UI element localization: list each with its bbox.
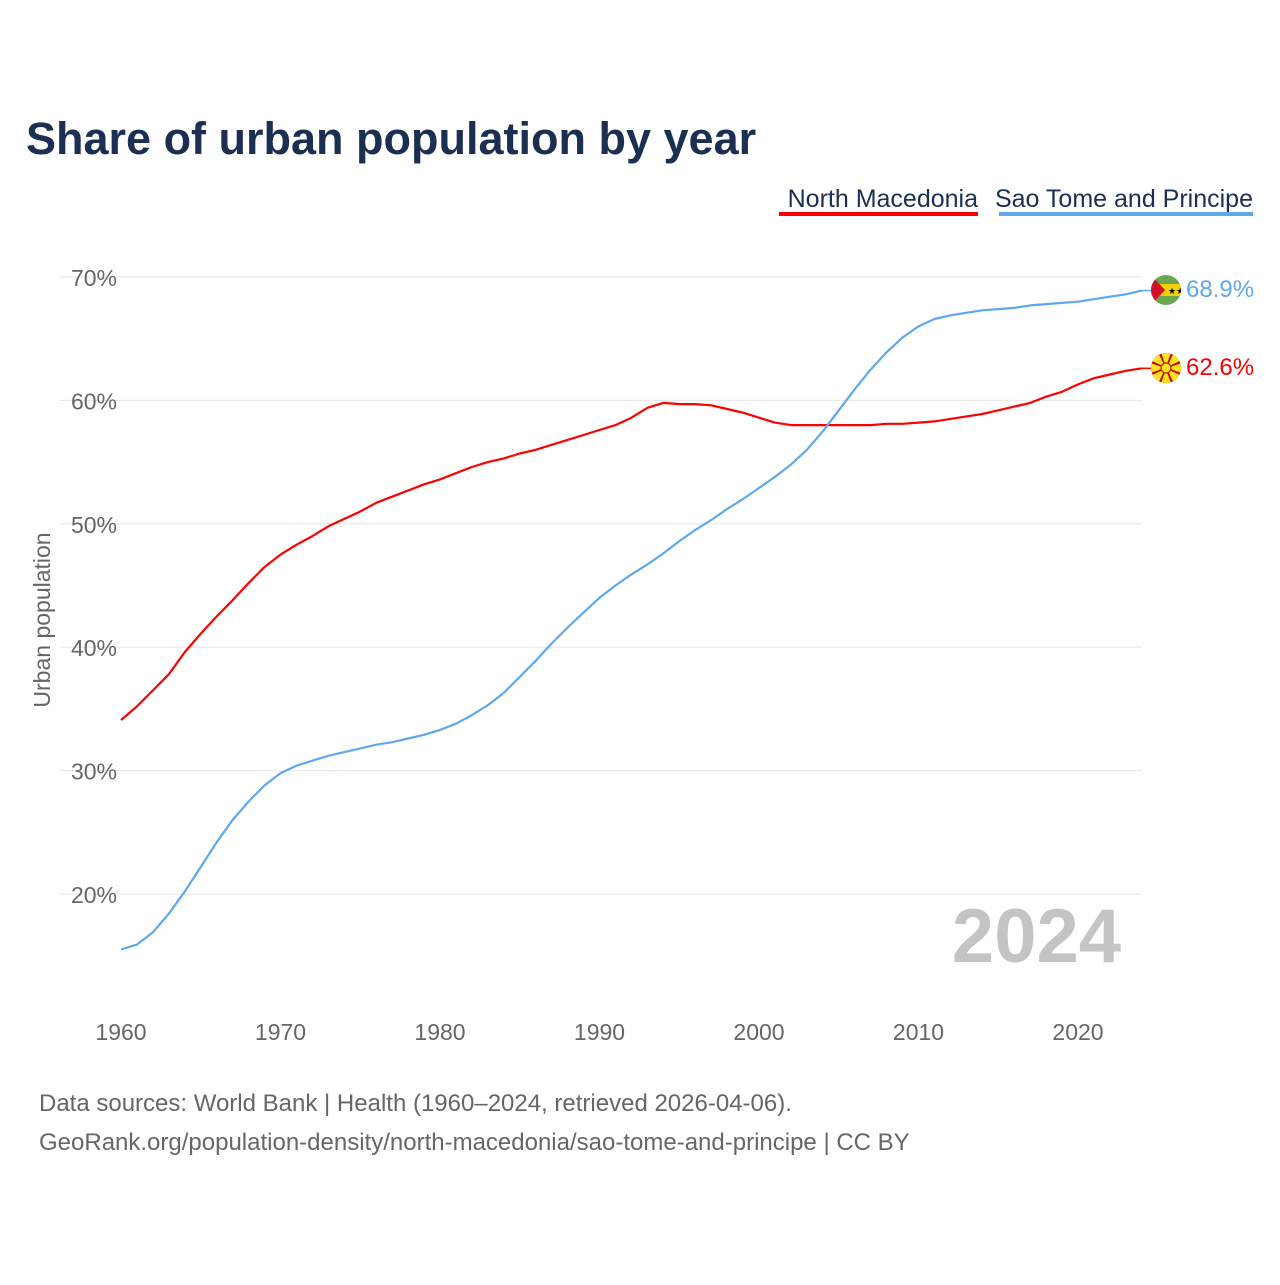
y-axis: 20% 30% 40% 50% 60% 70% — [71, 265, 117, 908]
series-line-north-macedonia — [120, 367, 1142, 721]
x-tick-label: 1960 — [95, 1019, 146, 1045]
y-tick-label: 50% — [71, 512, 117, 538]
y-tick-label: 70% — [71, 265, 117, 291]
legend-item-north-macedonia[interactable]: North Macedonia — [779, 185, 978, 216]
sao-tome-and-principe-flag-icon: ★★ — [1151, 275, 1184, 305]
x-tick-label: 1970 — [255, 1019, 306, 1045]
y-axis-label: Urban population — [29, 532, 55, 707]
series-lines — [120, 289, 1151, 951]
chart-title: Share of urban population by year — [26, 113, 756, 164]
series-line-sao-tome-and-principe — [120, 289, 1143, 951]
gridlines — [60, 276, 1142, 895]
end-label-sao-tome-and-principe: 68.9% — [1186, 276, 1254, 303]
legend-label: Sao Tome and Principe — [995, 185, 1253, 213]
y-tick-label: 30% — [71, 759, 117, 785]
x-tick-label: 2000 — [733, 1019, 784, 1045]
legend: North Macedonia Sao Tome and Principe — [779, 185, 1253, 216]
x-tick-label: 1980 — [414, 1019, 465, 1045]
end-label-north-macedonia: 62.6% — [1186, 354, 1254, 381]
footer-source: Data sources: World Bank | Health (1960–… — [39, 1090, 792, 1117]
legend-swatch — [779, 212, 978, 216]
svg-text:★★: ★★ — [1168, 286, 1184, 296]
legend-swatch — [999, 212, 1253, 216]
y-tick-label: 40% — [71, 635, 117, 661]
y-tick-label: 20% — [71, 882, 117, 908]
x-tick-label: 2020 — [1052, 1019, 1103, 1045]
y-tick-label: 60% — [71, 388, 117, 414]
legend-item-sao-tome-and-principe[interactable]: Sao Tome and Principe — [995, 185, 1253, 216]
footer-link[interactable]: GeoRank.org/population-density/north-mac… — [39, 1129, 910, 1156]
legend-label: North Macedonia — [788, 185, 978, 213]
x-axis: 1960 1970 1980 1990 2000 2010 2020 — [95, 1019, 1103, 1045]
year-watermark: 2024 — [952, 894, 1121, 979]
x-tick-label: 2010 — [893, 1019, 944, 1045]
x-tick-label: 1990 — [574, 1019, 625, 1045]
